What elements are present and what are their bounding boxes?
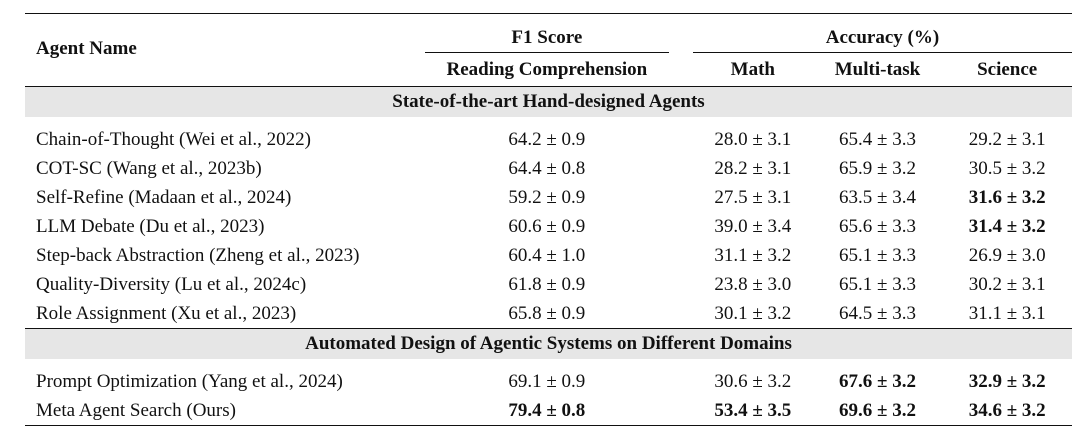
agent-name-cell: Meta Agent Search (Ours): [36, 399, 236, 421]
reading-comprehension-cell: 65.8 ± 0.9: [508, 302, 586, 324]
agent-name-cell: Self-Refine (Madaan et al., 2024): [36, 186, 292, 208]
multi-task-cell: 65.1 ± 3.3: [839, 273, 916, 295]
table-row: Quality-Diversity (Lu et al., 2024c) 61.8…: [25, 270, 1072, 299]
section-title: State-of-the-art Hand-designed Agents: [25, 86, 1072, 117]
math-cell: 28.0 ± 3.1: [714, 128, 792, 150]
science-cell: 29.2 ± 3.1: [968, 128, 1046, 150]
math-cell: 39.0 ± 3.4: [714, 215, 792, 237]
spacer-cell: [669, 183, 693, 212]
spacer-cell: [669, 241, 693, 270]
science-cell: 32.9 ± 3.2: [968, 370, 1046, 392]
section-gap: [25, 117, 1072, 125]
results-table: Agent Name F1 Score Accuracy (%) Reading…: [25, 13, 1072, 426]
table-row: LLM Debate (Du et al., 2023) 60.6 ± 0.9 39…: [25, 212, 1072, 241]
reading-comprehension-cell: 60.6 ± 0.9: [508, 215, 586, 237]
science-cell: 30.2 ± 3.1: [968, 273, 1046, 295]
header-agent-name: Agent Name: [36, 37, 137, 59]
table-row: Role Assignment (Xu et al., 2023) 65.8 ± …: [25, 299, 1072, 329]
science-cell: 26.9 ± 3.0: [968, 244, 1046, 266]
science-cell: 30.5 ± 3.2: [968, 157, 1046, 179]
agent-name-cell: COT-SC (Wang et al., 2023b): [36, 157, 262, 179]
science-cell: 31.4 ± 3.2: [968, 215, 1046, 237]
multi-task-cell: 65.4 ± 3.3: [839, 128, 916, 150]
header-science: Science: [977, 58, 1038, 80]
table-row: Chain-of-Thought (Wei et al., 2022) 64.2 …: [25, 125, 1072, 154]
multi-task-cell: 64.5 ± 3.3: [839, 302, 916, 324]
math-cell: 23.8 ± 3.0: [714, 273, 792, 295]
multi-task-cell: 69.6 ± 3.2: [839, 399, 916, 421]
spacer-cell: [669, 367, 693, 396]
reading-comprehension-cell: 60.4 ± 1.0: [508, 244, 586, 266]
agent-name-cell: Quality-Diversity (Lu et al., 2024c): [36, 273, 307, 295]
spacer-cell: [669, 299, 693, 329]
math-cell: 27.5 ± 3.1: [714, 186, 792, 208]
table-row: Self-Refine (Madaan et al., 2024) 59.2 ± …: [25, 183, 1072, 212]
agent-name-cell: Chain-of-Thought (Wei et al., 2022): [36, 128, 311, 150]
table-row: Prompt Optimization (Yang et al., 2024) 6…: [25, 367, 1072, 396]
reading-comprehension-cell: 79.4 ± 0.8: [508, 399, 586, 421]
section-gap: [25, 359, 1072, 367]
header-row-groups: Agent Name F1 Score Accuracy (%): [25, 13, 1072, 59]
spacer-cell: [669, 212, 693, 241]
header-spacer: [669, 14, 693, 53]
table-row: Meta Agent Search (Ours) 79.4 ± 0.8 53.4 ±…: [25, 396, 1072, 426]
header-accuracy: Accuracy (%): [693, 13, 1072, 53]
table-body: State-of-the-art Hand-designed Agents Cha…: [25, 86, 1072, 426]
header-row-columns: Reading Comprehension Math Multi-task Sc…: [25, 53, 1072, 87]
agent-name-cell: Role Assignment (Xu et al., 2023): [36, 302, 297, 324]
reading-comprehension-cell: 59.2 ± 0.9: [508, 186, 586, 208]
math-cell: 30.6 ± 3.2: [714, 370, 792, 392]
multi-task-cell: 65.6 ± 3.3: [839, 215, 916, 237]
spacer-cell: [669, 154, 693, 183]
header-math: Math: [730, 58, 775, 80]
science-cell: 31.1 ± 3.1: [968, 302, 1046, 324]
reading-comprehension-cell: 61.8 ± 0.9: [508, 273, 586, 295]
section-header-row: Automated Design of Agentic Systems on D…: [25, 328, 1072, 359]
table-row: COT-SC (Wang et al., 2023b) 64.4 ± 0.8 28.…: [25, 154, 1072, 183]
header-multi-task: Multi-task: [834, 58, 921, 80]
section-title: Automated Design of Agentic Systems on D…: [25, 328, 1072, 359]
math-cell: 53.4 ± 3.5: [714, 399, 792, 421]
reading-comprehension-cell: 64.2 ± 0.9: [508, 128, 586, 150]
table-row: Step-back Abstraction (Zheng et al., 202…: [25, 241, 1072, 270]
header-reading-comprehension: Reading Comprehension: [446, 58, 648, 80]
agent-name-cell: Step-back Abstraction (Zheng et al., 202…: [36, 244, 360, 266]
multi-task-cell: 65.1 ± 3.3: [839, 244, 916, 266]
math-cell: 30.1 ± 3.2: [714, 302, 792, 324]
spacer-cell: [669, 270, 693, 299]
spacer-cell: [669, 125, 693, 154]
reading-comprehension-cell: 64.4 ± 0.8: [508, 157, 586, 179]
spacer-cell: [669, 396, 693, 426]
header-f1-score: F1 Score: [424, 13, 670, 53]
agent-name-cell: Prompt Optimization (Yang et al., 2024): [36, 370, 343, 392]
science-cell: 31.6 ± 3.2: [968, 186, 1046, 208]
math-cell: 28.2 ± 3.1: [714, 157, 792, 179]
science-cell: 34.6 ± 3.2: [968, 399, 1046, 421]
agent-name-cell: LLM Debate (Du et al., 2023): [36, 215, 265, 237]
multi-task-cell: 65.9 ± 3.2: [839, 157, 916, 179]
multi-task-cell: 67.6 ± 3.2: [839, 370, 916, 392]
section-header-row: State-of-the-art Hand-designed Agents: [25, 86, 1072, 117]
multi-task-cell: 63.5 ± 3.4: [839, 186, 916, 208]
reading-comprehension-cell: 69.1 ± 0.9: [508, 370, 586, 392]
math-cell: 31.1 ± 3.2: [714, 244, 792, 266]
